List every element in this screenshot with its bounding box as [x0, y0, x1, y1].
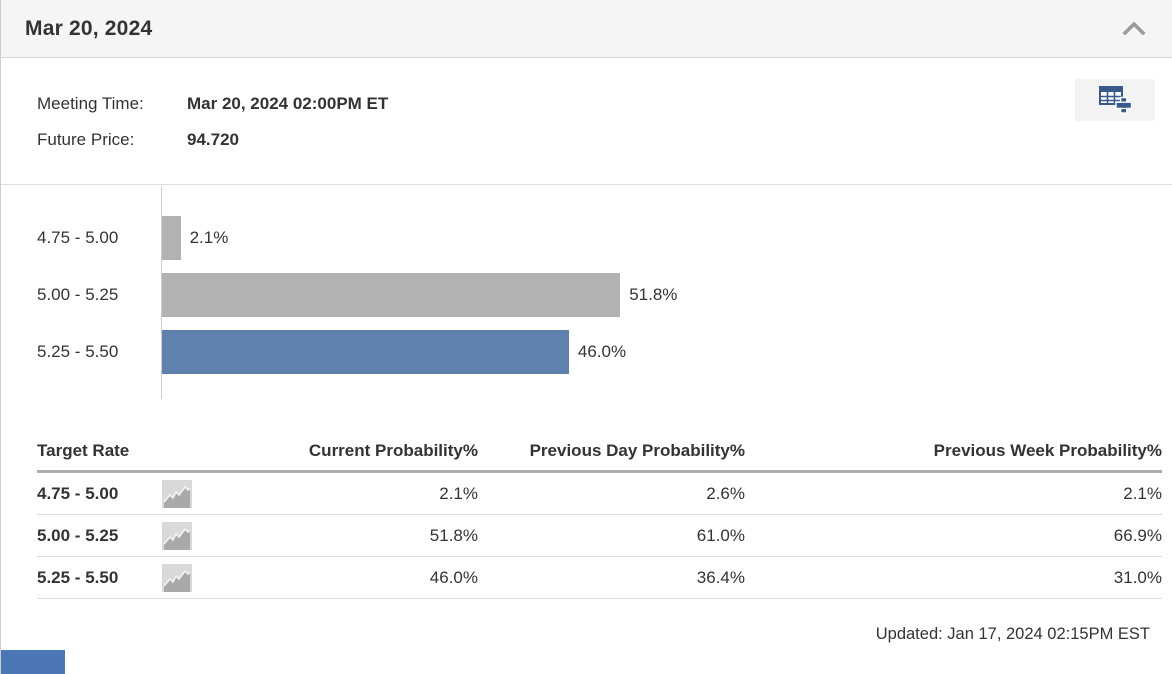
chart-axis-line	[161, 186, 162, 399]
target-rate-cell: 5.00 - 5.25	[37, 525, 119, 545]
current-probability-cell: 51.8%	[429, 525, 478, 545]
history-chart-icon[interactable]	[162, 479, 242, 508]
prev-week-probability-cell: 2.1%	[1123, 483, 1162, 503]
history-chart-icon[interactable]	[162, 563, 242, 592]
table-row: 4.75 - 5.00 2.1% 2.6% 2.1%	[37, 473, 1162, 515]
column-header-target-rate: Target Rate	[37, 440, 130, 460]
chart-bar	[162, 272, 621, 317]
chart-category-label: 5.00 - 5.25	[37, 284, 119, 304]
current-probability-cell: 46.0%	[429, 567, 478, 587]
meeting-time-value: Mar 20, 2024 02:00PM ET	[187, 94, 389, 113]
table-row: 5.25 - 5.50 46.0% 36.4% 31.0%	[37, 557, 1162, 599]
chart-row: 5.00 - 5.25 51.8%	[1, 266, 1172, 323]
chart-value-label: 46.0%	[577, 341, 627, 361]
chevron-up-icon[interactable]	[1122, 22, 1146, 35]
bottom-blue-bar	[1, 650, 65, 674]
history-chart-icon[interactable]	[162, 521, 242, 550]
table-plus-icon	[1098, 84, 1133, 117]
chart-category-label: 5.25 - 5.50	[37, 341, 119, 361]
add-to-table-button[interactable]	[1075, 79, 1155, 121]
future-price-value: 94.720	[187, 130, 239, 149]
table-row: 5.00 - 5.25 51.8% 61.0% 66.9%	[37, 515, 1162, 557]
updated-timestamp: Updated: Jan 17, 2024 02:15PM EST	[875, 625, 1150, 643]
column-header-prev-day: Previous Day Probability%	[529, 440, 745, 460]
prev-day-probability-cell: 36.4%	[696, 567, 745, 587]
column-header-current: Current Probability%	[308, 440, 478, 460]
current-probability-cell: 2.1%	[439, 483, 478, 503]
panel-footer: Updated: Jan 17, 2024 02:15PM EST	[1, 599, 1172, 667]
meeting-time-row: Meeting Time: Mar 20, 2024 02:00PM ET	[1, 86, 1172, 122]
prev-day-probability-cell: 61.0%	[696, 525, 745, 545]
chart-row: 5.25 - 5.50 46.0%	[1, 323, 1172, 380]
meeting-info-section: Meeting Time: Mar 20, 2024 02:00PM ET Fu…	[1, 58, 1172, 185]
prev-week-probability-cell: 66.9%	[1113, 525, 1162, 545]
probability-bar-chart: 4.75 - 5.00 2.1% 5.00 - 5.25 51.8% 5.25 …	[1, 185, 1172, 399]
panel-title: Mar 20, 2024	[25, 16, 153, 40]
target-rate-cell: 4.75 - 5.00	[37, 483, 119, 503]
meeting-time-label: Meeting Time:	[37, 94, 144, 113]
prev-day-probability-cell: 2.6%	[706, 483, 745, 503]
target-rate-cell: 5.25 - 5.50	[37, 567, 119, 587]
chart-value-label: 2.1%	[189, 227, 229, 247]
chart-bar	[162, 329, 569, 374]
prev-week-probability-cell: 31.0%	[1113, 567, 1162, 587]
probability-table: Target Rate Current Probability% Previou…	[1, 431, 1172, 599]
chart-category-label: 4.75 - 5.00	[37, 227, 119, 247]
table-header-row: Target Rate Current Probability% Previou…	[37, 431, 1162, 473]
column-header-prev-week: Previous Week Probability%	[933, 440, 1162, 460]
chart-value-label: 51.8%	[629, 284, 678, 304]
chart-row: 4.75 - 5.00 2.1%	[1, 209, 1172, 266]
panel-header[interactable]: Mar 20, 2024	[1, 0, 1172, 58]
chart-bar	[162, 215, 181, 260]
future-price-row: Future Price: 94.720	[1, 122, 1172, 158]
future-price-label: Future Price:	[37, 130, 135, 149]
